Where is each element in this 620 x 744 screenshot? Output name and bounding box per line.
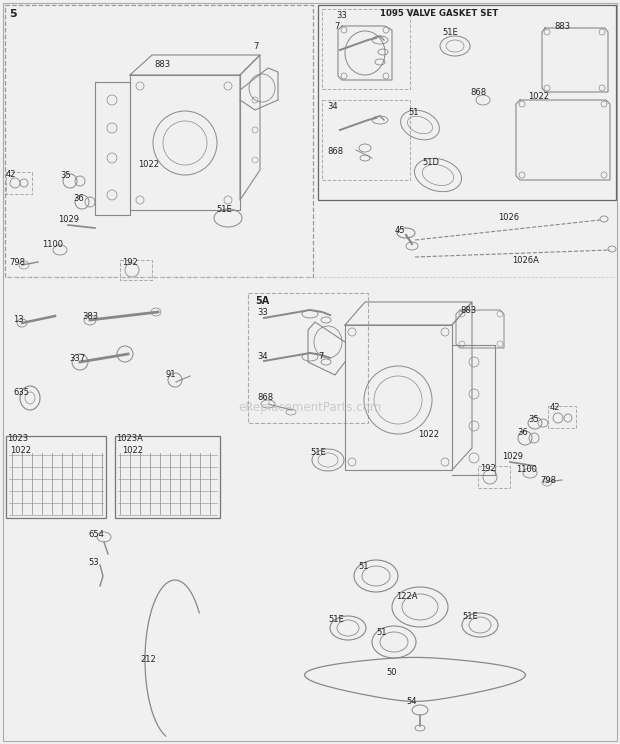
Text: 1026A: 1026A [512, 256, 539, 265]
Text: 883: 883 [554, 22, 570, 31]
Text: 7: 7 [253, 42, 259, 51]
Text: 33: 33 [257, 308, 268, 317]
Text: 192: 192 [122, 258, 138, 267]
Text: 1095 VALVE GASKET SET: 1095 VALVE GASKET SET [380, 9, 498, 18]
Text: 122A: 122A [396, 592, 417, 601]
Text: 1100: 1100 [516, 465, 537, 474]
Text: eReplacementParts.com: eReplacementParts.com [238, 402, 382, 414]
Text: 192: 192 [480, 464, 496, 473]
Text: 33: 33 [336, 11, 347, 20]
Bar [322, 100, 410, 180]
Text: 7: 7 [334, 22, 339, 31]
Text: 51D: 51D [422, 158, 439, 167]
Text: 5A: 5A [255, 296, 269, 306]
Bar [6, 436, 106, 518]
Text: 1022: 1022 [138, 160, 159, 169]
Text: 1023A: 1023A [116, 434, 143, 443]
Text: 5: 5 [9, 9, 17, 19]
Text: 53: 53 [88, 558, 99, 567]
Text: 51E: 51E [442, 28, 458, 37]
Text: 51E: 51E [462, 612, 478, 621]
Text: 212: 212 [140, 655, 156, 664]
Text: 51E: 51E [310, 448, 326, 457]
Text: 42: 42 [6, 170, 17, 179]
Bar [115, 436, 220, 518]
Text: 1029: 1029 [58, 215, 79, 224]
Text: 654: 654 [88, 530, 104, 539]
Text: 1022: 1022 [528, 92, 549, 101]
Text: 34: 34 [327, 102, 338, 111]
Text: 35: 35 [60, 171, 71, 180]
Text: 1029: 1029 [502, 452, 523, 461]
Text: 1022: 1022 [418, 430, 439, 439]
Bar [318, 5, 616, 200]
Bar [548, 406, 576, 428]
Text: 798: 798 [9, 258, 25, 267]
Text: 51E: 51E [328, 615, 343, 624]
Bar [478, 466, 510, 488]
Text: 54: 54 [406, 697, 417, 706]
Text: 51: 51 [358, 562, 368, 571]
Text: 1022: 1022 [122, 446, 143, 455]
Text: 7: 7 [318, 352, 324, 361]
Text: 868: 868 [470, 88, 486, 97]
Text: 635: 635 [13, 388, 29, 397]
Text: 13: 13 [13, 315, 24, 324]
Text: 42: 42 [550, 403, 560, 412]
Text: 51E: 51E [216, 205, 232, 214]
Text: 1026: 1026 [498, 213, 519, 222]
Text: 383: 383 [82, 312, 98, 321]
Text: 91: 91 [166, 370, 177, 379]
Text: 1100: 1100 [42, 240, 63, 249]
Text: 51: 51 [408, 108, 419, 117]
Text: 868: 868 [327, 147, 343, 156]
Text: 34: 34 [257, 352, 268, 361]
Text: 50: 50 [386, 668, 397, 677]
Text: 883: 883 [154, 60, 170, 69]
Text: 51: 51 [376, 628, 386, 637]
Text: 45: 45 [395, 226, 405, 235]
Text: 1023: 1023 [7, 434, 28, 443]
Text: 35: 35 [528, 415, 539, 424]
Text: 36: 36 [517, 428, 528, 437]
Bar [322, 9, 410, 89]
Text: 36: 36 [73, 194, 84, 203]
Text: 1022: 1022 [10, 446, 31, 455]
Bar [6, 172, 32, 194]
Bar [5, 5, 313, 277]
Text: 883: 883 [460, 306, 476, 315]
Bar [248, 293, 368, 423]
Text: 798: 798 [540, 476, 556, 485]
Bar [120, 260, 152, 280]
Text: 868: 868 [257, 393, 273, 402]
Text: 337: 337 [69, 354, 85, 363]
